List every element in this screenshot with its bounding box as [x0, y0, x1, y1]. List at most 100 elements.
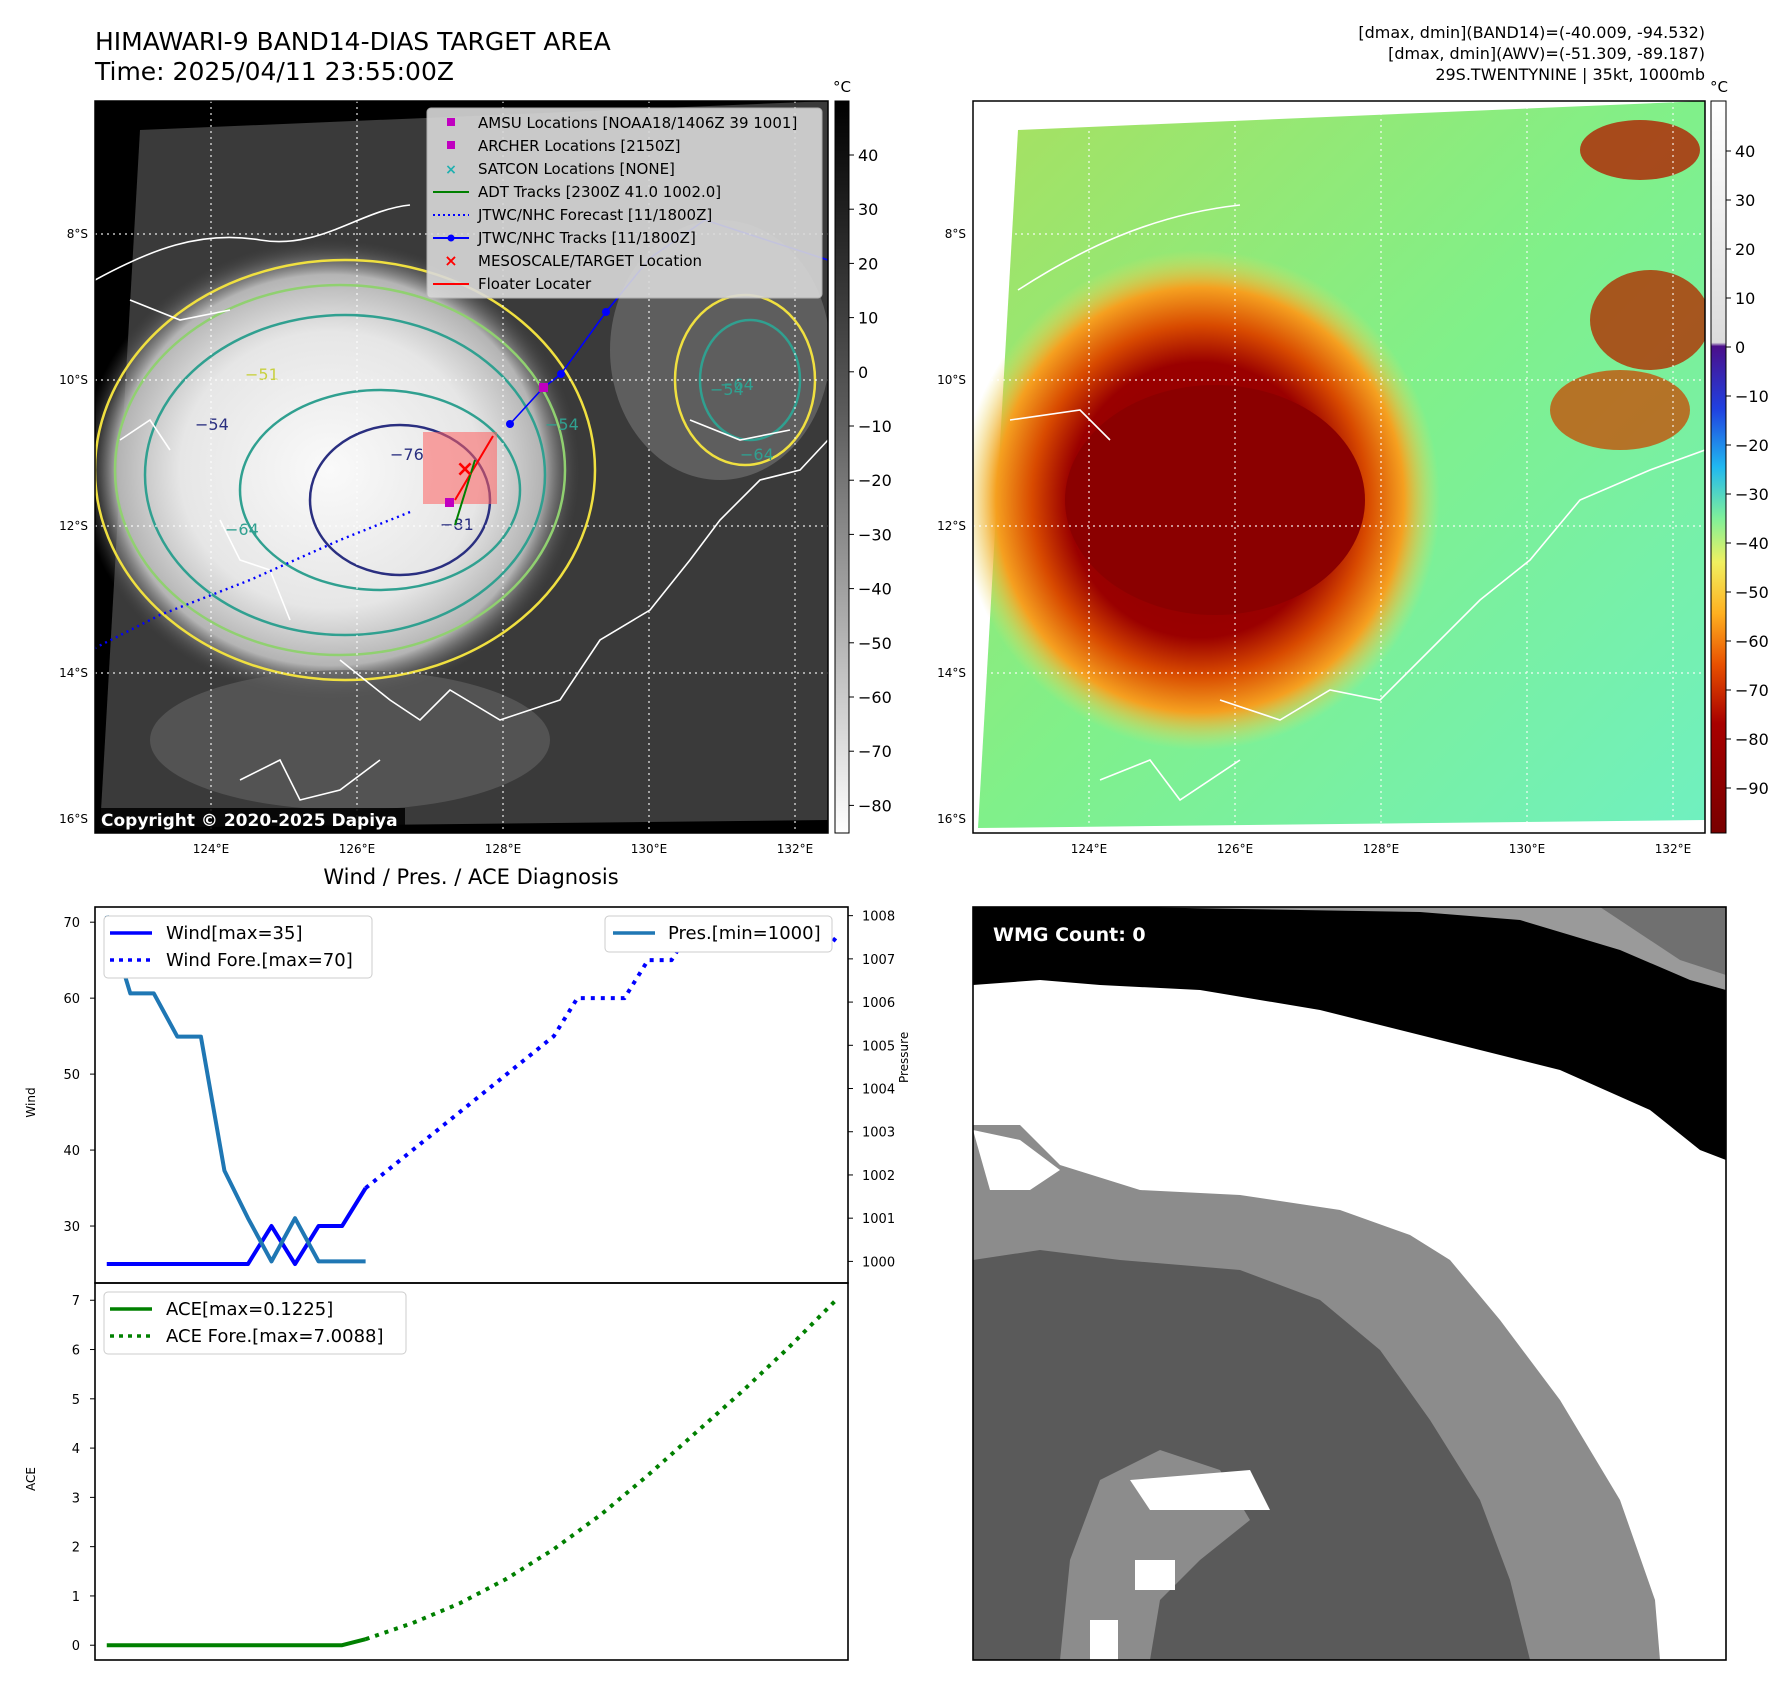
pressure-legend: Pres.[min=1000]: [604, 915, 833, 953]
y-tick-label: 70: [63, 916, 80, 931]
colorbar-tick-label: 20: [1735, 240, 1755, 259]
y-tick-label: 40: [63, 1144, 80, 1159]
y-tick-label: 3: [72, 1491, 80, 1506]
lon-label: 130°E: [631, 842, 668, 856]
lon-label: 130°E: [1509, 842, 1546, 856]
y-tick-label: 30: [63, 1220, 80, 1235]
contour-label: −54: [195, 415, 229, 434]
legend-entry: AMSU Locations [NOAA18/1406Z 39 1001]: [478, 114, 797, 132]
colorbar-tick-label: 40: [858, 146, 878, 165]
contour-label: −76: [390, 445, 424, 464]
wind-pressure-chart: 30 40 50 60 70 1000 1001 1002 1003 1004 1005 1006 10…: [24, 910, 911, 1271]
lat-label: 16°S: [937, 812, 966, 826]
colorbar-tick-label: −80: [1735, 730, 1769, 749]
colorbar-tick-label: −70: [1735, 681, 1769, 700]
awv-gridlines: [973, 101, 1705, 833]
contour-green: [113, 283, 567, 657]
y-tick-label: 5: [72, 1393, 80, 1408]
adt-track-line: [454, 459, 476, 526]
wmg-band-black: [973, 907, 1726, 1160]
legend-entry: ACE[max=0.1225]: [166, 1299, 333, 1320]
y-tick-label: 0: [72, 1639, 80, 1654]
legend-entry: Floater Locater: [478, 275, 592, 293]
wind-legend: Wind[max=35] Wind Fore.[max=70]: [103, 915, 373, 979]
map-axis-labels: 8°S 10°S 12°S 14°S 16°S 124°E 126°E 128°E 130°E 1…: [59, 227, 1691, 856]
legend-marker: ×: [445, 162, 457, 178]
contour-label: −64: [225, 520, 259, 539]
lat-label: 10°S: [937, 373, 966, 387]
colorbar-tick-label: −50: [858, 634, 892, 653]
y-tick-label: 60: [63, 992, 80, 1007]
awv-coastline: [1009, 204, 1705, 802]
wmg-count-label: WMG Count: 0: [993, 924, 1146, 946]
legend-entry: Wind Fore.[max=70]: [166, 950, 353, 971]
ir-colorbar: [834, 100, 850, 834]
series-line: [364, 920, 838, 1190]
colorbar-tick-label: 0: [858, 363, 868, 382]
legend-entry: SATCON Locations [NONE]: [478, 160, 675, 178]
y2-tick-label: 1007: [862, 953, 895, 968]
y-tick-label: 7: [72, 1294, 80, 1309]
legend-marker: [447, 141, 455, 149]
contour-label: −54: [545, 415, 579, 434]
jtwc-forecast-line: [95, 510, 411, 650]
lon-label: 126°E: [1217, 842, 1254, 856]
colorbar-tick-label: −10: [858, 417, 892, 436]
colorbar-tick-label: −20: [858, 471, 892, 490]
target-marker: ×: [456, 457, 474, 482]
colorbar-tick-label: −10: [1735, 387, 1769, 406]
awv-colorbar-ticks: 40 30 20 10 0 −10 −20 −30 −40 −50 −60 −70 −80 −90: [1726, 142, 1769, 798]
lon-label: 128°E: [485, 842, 522, 856]
colorbar-tick-label: −30: [858, 525, 892, 544]
lon-label: 124°E: [1071, 842, 1108, 856]
lat-label: 8°S: [945, 227, 966, 241]
colorbar-tick-label: −60: [858, 688, 892, 707]
lon-label: 126°E: [339, 842, 376, 856]
y2-tick-label: 1003: [862, 1126, 895, 1141]
archer-marker: [539, 383, 548, 392]
lon-label: 124°E: [193, 842, 230, 856]
lat-label: 10°S: [59, 373, 88, 387]
y-axis-label: ACE: [24, 1467, 38, 1491]
legend-entry: ACE Fore.[max=7.0088]: [166, 1326, 384, 1347]
legend-entry: MESOSCALE/TARGET Location: [478, 252, 702, 270]
colorbar-tick-label: −40: [858, 580, 892, 599]
y2-tick-label: 1000: [862, 1255, 895, 1270]
lat-label: 12°S: [937, 519, 966, 533]
ir-legend: AMSU Locations [NOAA18/1406Z 39 1001] AR…: [426, 107, 823, 299]
y2-axis-label: Pressure: [897, 1032, 911, 1083]
legend-entry: Pres.[min=1000]: [668, 923, 821, 944]
colorbar-tick-label: −50: [1735, 583, 1769, 602]
legend-marker: [447, 118, 455, 126]
series-line: [364, 1298, 838, 1642]
contour-label: −64: [720, 375, 754, 394]
contour-label: −51: [245, 365, 279, 384]
info-awv: [dmax, dmin](AWV)=(-51.309, -89.187): [1388, 44, 1705, 63]
colorbar-tick-label: 40: [1735, 142, 1755, 161]
lon-label: 132°E: [1655, 842, 1692, 856]
ace-legend: ACE[max=0.1225] ACE Fore.[max=7.0088]: [103, 1291, 407, 1355]
floater-locater-line: [454, 435, 494, 501]
ir-colorbar-unit: °C: [833, 78, 851, 96]
y2-tick-label: 1004: [862, 1083, 895, 1098]
figure-title: HIMAWARI-9 BAND14-DIAS TARGET AREA: [95, 27, 611, 56]
y-tick-label: 4: [72, 1442, 80, 1457]
ir-colorbar-ticks: 40 30 20 10 0 −10 −20 −30 −40 −50 −60 −70 −80: [849, 146, 892, 815]
colorbar-tick-label: −70: [858, 742, 892, 761]
lat-label: 12°S: [59, 519, 88, 533]
colorbar-tick-label: 10: [858, 309, 878, 328]
y-tick-label: 2: [72, 1541, 80, 1556]
legend-entry: JTWC/NHC Tracks [11/1800Z]: [477, 229, 696, 247]
series-line: [106, 1637, 367, 1648]
figure-time: Time: 2025/04/11 23:55:00Z: [94, 57, 454, 86]
colorbar-tick-label: −40: [1735, 534, 1769, 553]
legend-entry: ADT Tracks [2300Z 41.0 1002.0]: [478, 183, 721, 201]
colorbar-tick-label: −80: [858, 796, 892, 815]
colorbar-tick-label: 30: [858, 200, 878, 219]
contour-yellow: [95, 258, 597, 682]
contour-label: −81: [440, 515, 474, 534]
legend-entry: ARCHER Locations [2150Z]: [478, 137, 681, 155]
colorbar-tick-label: 0: [1735, 338, 1745, 357]
colorbar-tick-label: 10: [1735, 289, 1755, 308]
